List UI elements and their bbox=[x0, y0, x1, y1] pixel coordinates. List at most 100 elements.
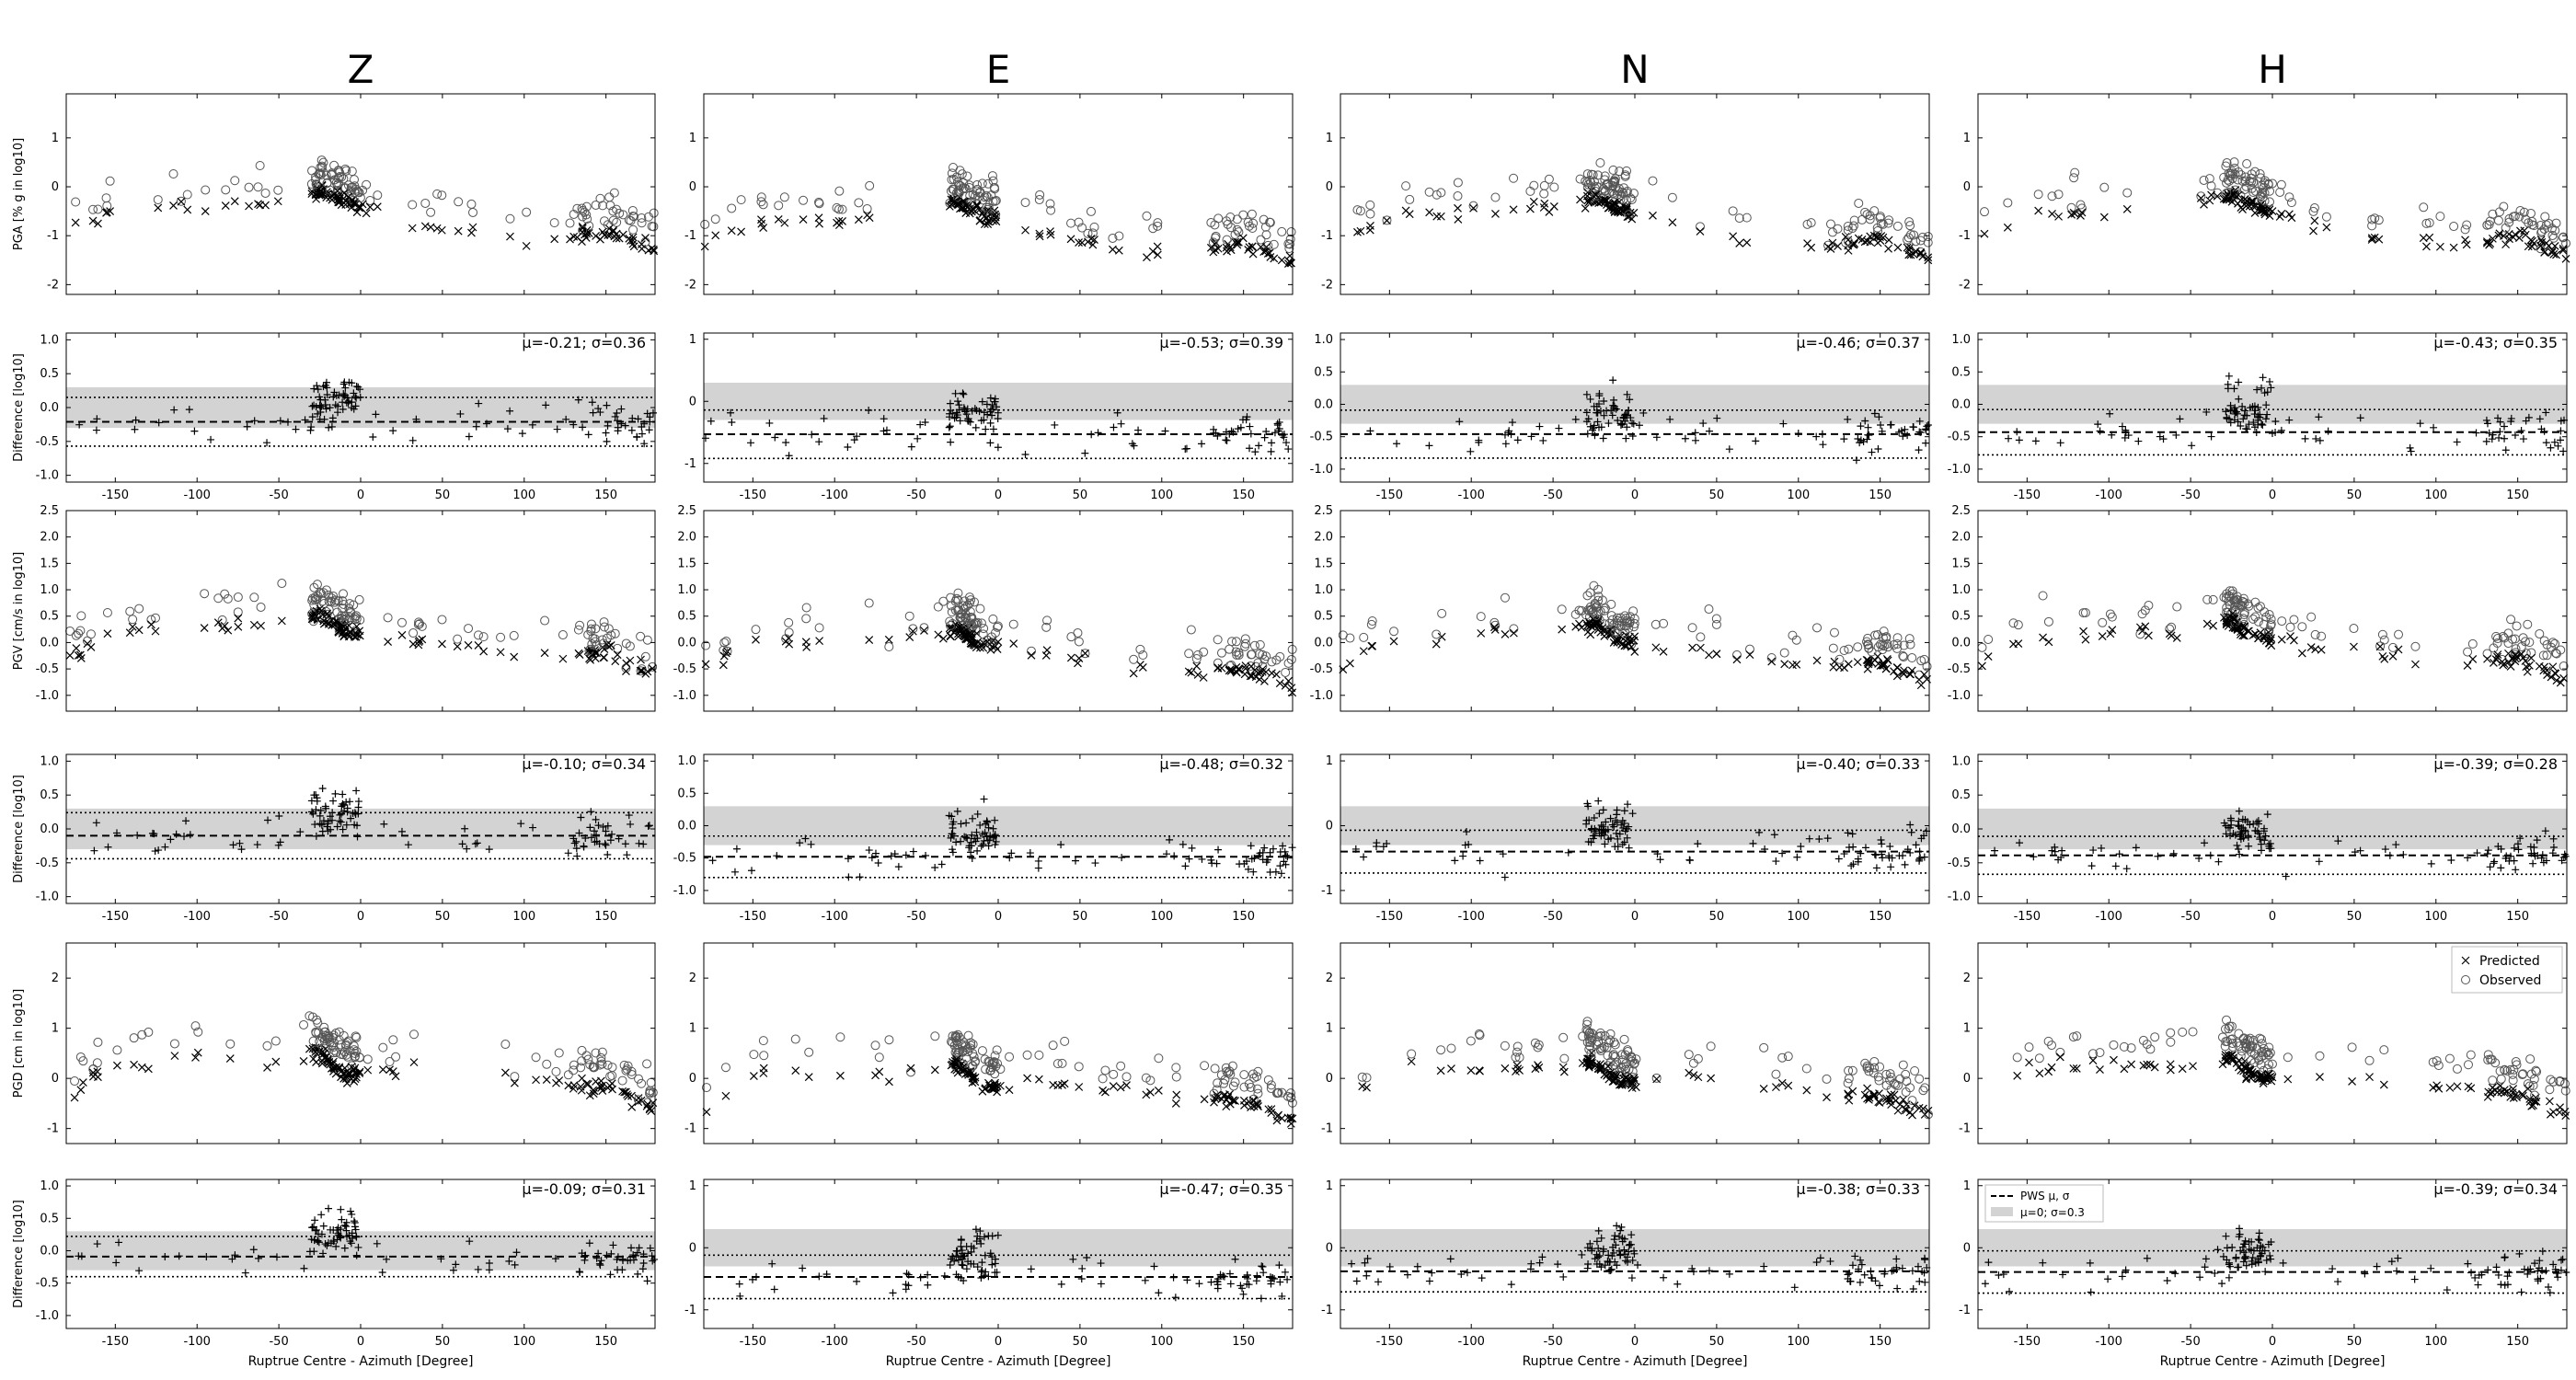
difference-point bbox=[961, 408, 970, 416]
predicted-point bbox=[75, 650, 85, 660]
predicted-point bbox=[1145, 1087, 1155, 1097]
difference-point bbox=[1266, 868, 1274, 876]
diff-ytick-label: -1.0 bbox=[673, 884, 696, 898]
predicted-point bbox=[2265, 205, 2274, 214]
observed-point bbox=[919, 623, 929, 633]
difference-point bbox=[785, 452, 793, 460]
main-ytick-label: -1.0 bbox=[673, 689, 696, 703]
predicted-point bbox=[1984, 652, 1993, 661]
difference-point bbox=[92, 426, 100, 434]
predicted-point bbox=[804, 1073, 813, 1082]
column-title-H: H bbox=[2258, 47, 2287, 92]
difference-point bbox=[321, 1240, 329, 1248]
observed-point bbox=[627, 1066, 637, 1076]
observed-point bbox=[2500, 633, 2510, 643]
difference-point bbox=[292, 425, 300, 433]
predicted-point bbox=[2482, 237, 2491, 247]
predicted-point bbox=[2550, 241, 2559, 250]
difference-point bbox=[2226, 419, 2235, 427]
difference-point bbox=[1582, 408, 1591, 417]
main-ytick-label: -1.0 bbox=[1948, 689, 1971, 703]
difference-point bbox=[603, 401, 611, 409]
predicted-point bbox=[305, 1044, 314, 1053]
difference-point bbox=[564, 849, 572, 857]
observed-point bbox=[1041, 622, 1052, 632]
difference-point bbox=[1916, 854, 1925, 862]
observed-point bbox=[569, 209, 579, 219]
xtick-label: -50 bbox=[269, 910, 288, 924]
observed-point bbox=[1905, 230, 1915, 240]
observed-point bbox=[904, 611, 914, 621]
difference-point bbox=[2259, 374, 2267, 382]
difference-point bbox=[518, 430, 526, 438]
difference-point bbox=[463, 845, 471, 853]
observed-point bbox=[779, 192, 789, 202]
observed-point bbox=[1616, 613, 1626, 623]
observed-point bbox=[217, 615, 227, 625]
observed-point bbox=[1883, 218, 1893, 228]
observed-point bbox=[1231, 637, 1241, 647]
predicted-point bbox=[1880, 661, 1889, 670]
difference-point bbox=[1249, 868, 1258, 876]
difference-point bbox=[2496, 428, 2504, 436]
predicted-point bbox=[1225, 243, 1235, 252]
difference-point bbox=[167, 835, 175, 844]
predicted-point bbox=[1245, 243, 1254, 252]
difference-point bbox=[632, 1251, 640, 1259]
predicted-point bbox=[711, 231, 720, 240]
observed-point bbox=[1806, 218, 1816, 228]
predicted-point bbox=[2511, 654, 2520, 663]
difference-point bbox=[1057, 841, 1065, 849]
main-ytick-label: 0.5 bbox=[677, 610, 696, 624]
diff-ytick-label: -0.5 bbox=[673, 852, 696, 866]
observed-point bbox=[2250, 167, 2260, 177]
difference-point bbox=[2202, 408, 2211, 416]
predicted-point bbox=[317, 1059, 327, 1068]
difference-point bbox=[2234, 418, 2242, 426]
predicted-point bbox=[263, 1063, 271, 1072]
observed-point bbox=[82, 636, 92, 646]
predicted-point bbox=[1264, 1105, 1273, 1114]
predicted-point bbox=[2462, 240, 2471, 249]
difference-point bbox=[1091, 859, 1099, 868]
predicted-point bbox=[609, 225, 618, 235]
observed-point bbox=[2275, 187, 2285, 197]
observed-point bbox=[1005, 1052, 1015, 1062]
predicted-point bbox=[1046, 227, 1054, 236]
observed-point bbox=[719, 638, 730, 648]
predicted-point bbox=[628, 233, 638, 242]
difference-point bbox=[2239, 823, 2248, 832]
observed-point bbox=[2421, 218, 2432, 228]
difference-point bbox=[773, 852, 781, 860]
observed-point bbox=[960, 184, 971, 194]
predicted-point bbox=[1129, 669, 1138, 678]
difference-point bbox=[2334, 837, 2342, 845]
difference-point bbox=[353, 833, 362, 841]
observed-point bbox=[1142, 211, 1152, 221]
difference-point bbox=[316, 408, 325, 417]
difference-point bbox=[1625, 822, 1633, 831]
predicted-point bbox=[355, 1067, 364, 1076]
diff-ytick-label: -1 bbox=[684, 1304, 696, 1317]
difference-point bbox=[645, 822, 653, 830]
observed-point bbox=[350, 175, 360, 185]
observed-point bbox=[2523, 619, 2533, 629]
predicted-point bbox=[799, 215, 808, 224]
predicted-point bbox=[351, 199, 359, 208]
observed-point bbox=[834, 186, 845, 196]
observed-point bbox=[604, 192, 615, 202]
difference-point bbox=[485, 1259, 493, 1268]
observed-point bbox=[2264, 626, 2274, 636]
difference-point bbox=[1586, 395, 1594, 403]
observed-point bbox=[865, 180, 875, 190]
predicted-point bbox=[566, 235, 574, 244]
difference-point bbox=[155, 419, 163, 427]
observed-point bbox=[603, 1060, 613, 1070]
observed-point bbox=[2208, 594, 2218, 604]
difference-point bbox=[1629, 420, 1638, 428]
observed-point bbox=[2105, 609, 2115, 619]
predicted-point bbox=[992, 217, 1001, 226]
difference-point bbox=[1260, 844, 1269, 852]
difference-point bbox=[2236, 850, 2244, 858]
observed-point bbox=[1599, 184, 1609, 194]
